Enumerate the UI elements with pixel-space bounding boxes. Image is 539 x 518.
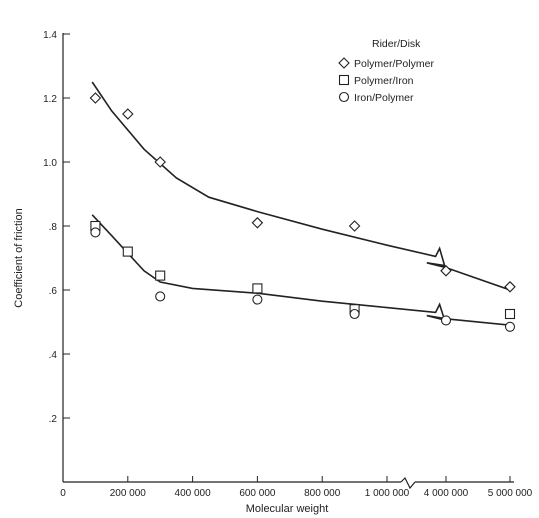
x-tick-label: 800 000 [304,488,341,499]
x-tick-label: 600 000 [239,488,276,499]
point-polymer-polymer [440,265,452,277]
y-tick-label: 1.2 [43,94,57,105]
y-tick-label: .6 [49,286,58,297]
y-tick-label: .8 [49,222,58,233]
fit-curve-1 [91,81,511,291]
y-axis-title: Coefficient of friction [13,208,25,307]
point-polymer-polymer [154,156,166,168]
legend-label-iron-polymer: Iron/Polymer [354,92,414,104]
point-iron-polymer [504,321,516,332]
y-ticks: .2 .4 .6 .8 1.0 1.2 1.4 [43,30,70,425]
point-iron-polymer [90,227,101,238]
point-polymer-polymer [348,220,361,232]
x-tick-label: 200 000 [110,488,147,499]
fit-curve-2 [91,214,511,326]
x-tick-label: 0 [60,488,66,499]
y-tick-label: 1.0 [43,158,57,169]
point-polymer-iron [504,308,516,320]
x-ticks: 0 200 000 400 000 600 000 800 000 1 000 000 4 … [60,476,533,499]
point-polymer-polymer [504,281,516,293]
point-polymer-polymer [89,92,102,104]
y-tick-label: .2 [49,414,58,425]
point-iron-polymer [440,315,452,326]
legend: Rider/Disk Polymer/Polymer Polymer/Iron Ir… [338,38,434,104]
point-polymer-iron [252,283,263,294]
legend-marker-polymer-polymer [338,57,350,69]
axes [62,33,514,490]
point-polymer-iron [155,270,166,281]
point-iron-polymer [349,308,360,320]
x-tick-label: 400 000 [175,488,212,499]
legend-marker-polymer-iron [338,74,350,86]
x-tick-label: 4 000 000 [424,488,469,499]
x-tick-label: 1 000 000 [365,488,410,499]
legend-title: Rider/Disk [372,38,421,50]
legend-entries: Polymer/Polymer Polymer/Iron Iron/Polymer [338,57,434,104]
data-markers [89,92,516,332]
fit-curves [91,81,511,326]
point-polymer-iron [122,246,133,257]
point-polymer-polymer [251,217,264,229]
point-iron-polymer [252,294,263,305]
x-axis-title: Molecular weight [246,503,329,515]
point-polymer-polymer [122,108,134,120]
legend-label-polymer-iron: Polymer/Iron [354,75,414,87]
legend-marker-iron-polymer [338,91,350,103]
x-tick-label: 5 000 000 [488,488,533,499]
x-axis-break-mark [400,476,416,490]
y-tick-label: 1.4 [43,30,57,41]
point-iron-polymer [155,291,166,302]
y-tick-label: .4 [49,350,58,361]
legend-label-polymer-polymer: Polymer/Polymer [354,58,434,70]
